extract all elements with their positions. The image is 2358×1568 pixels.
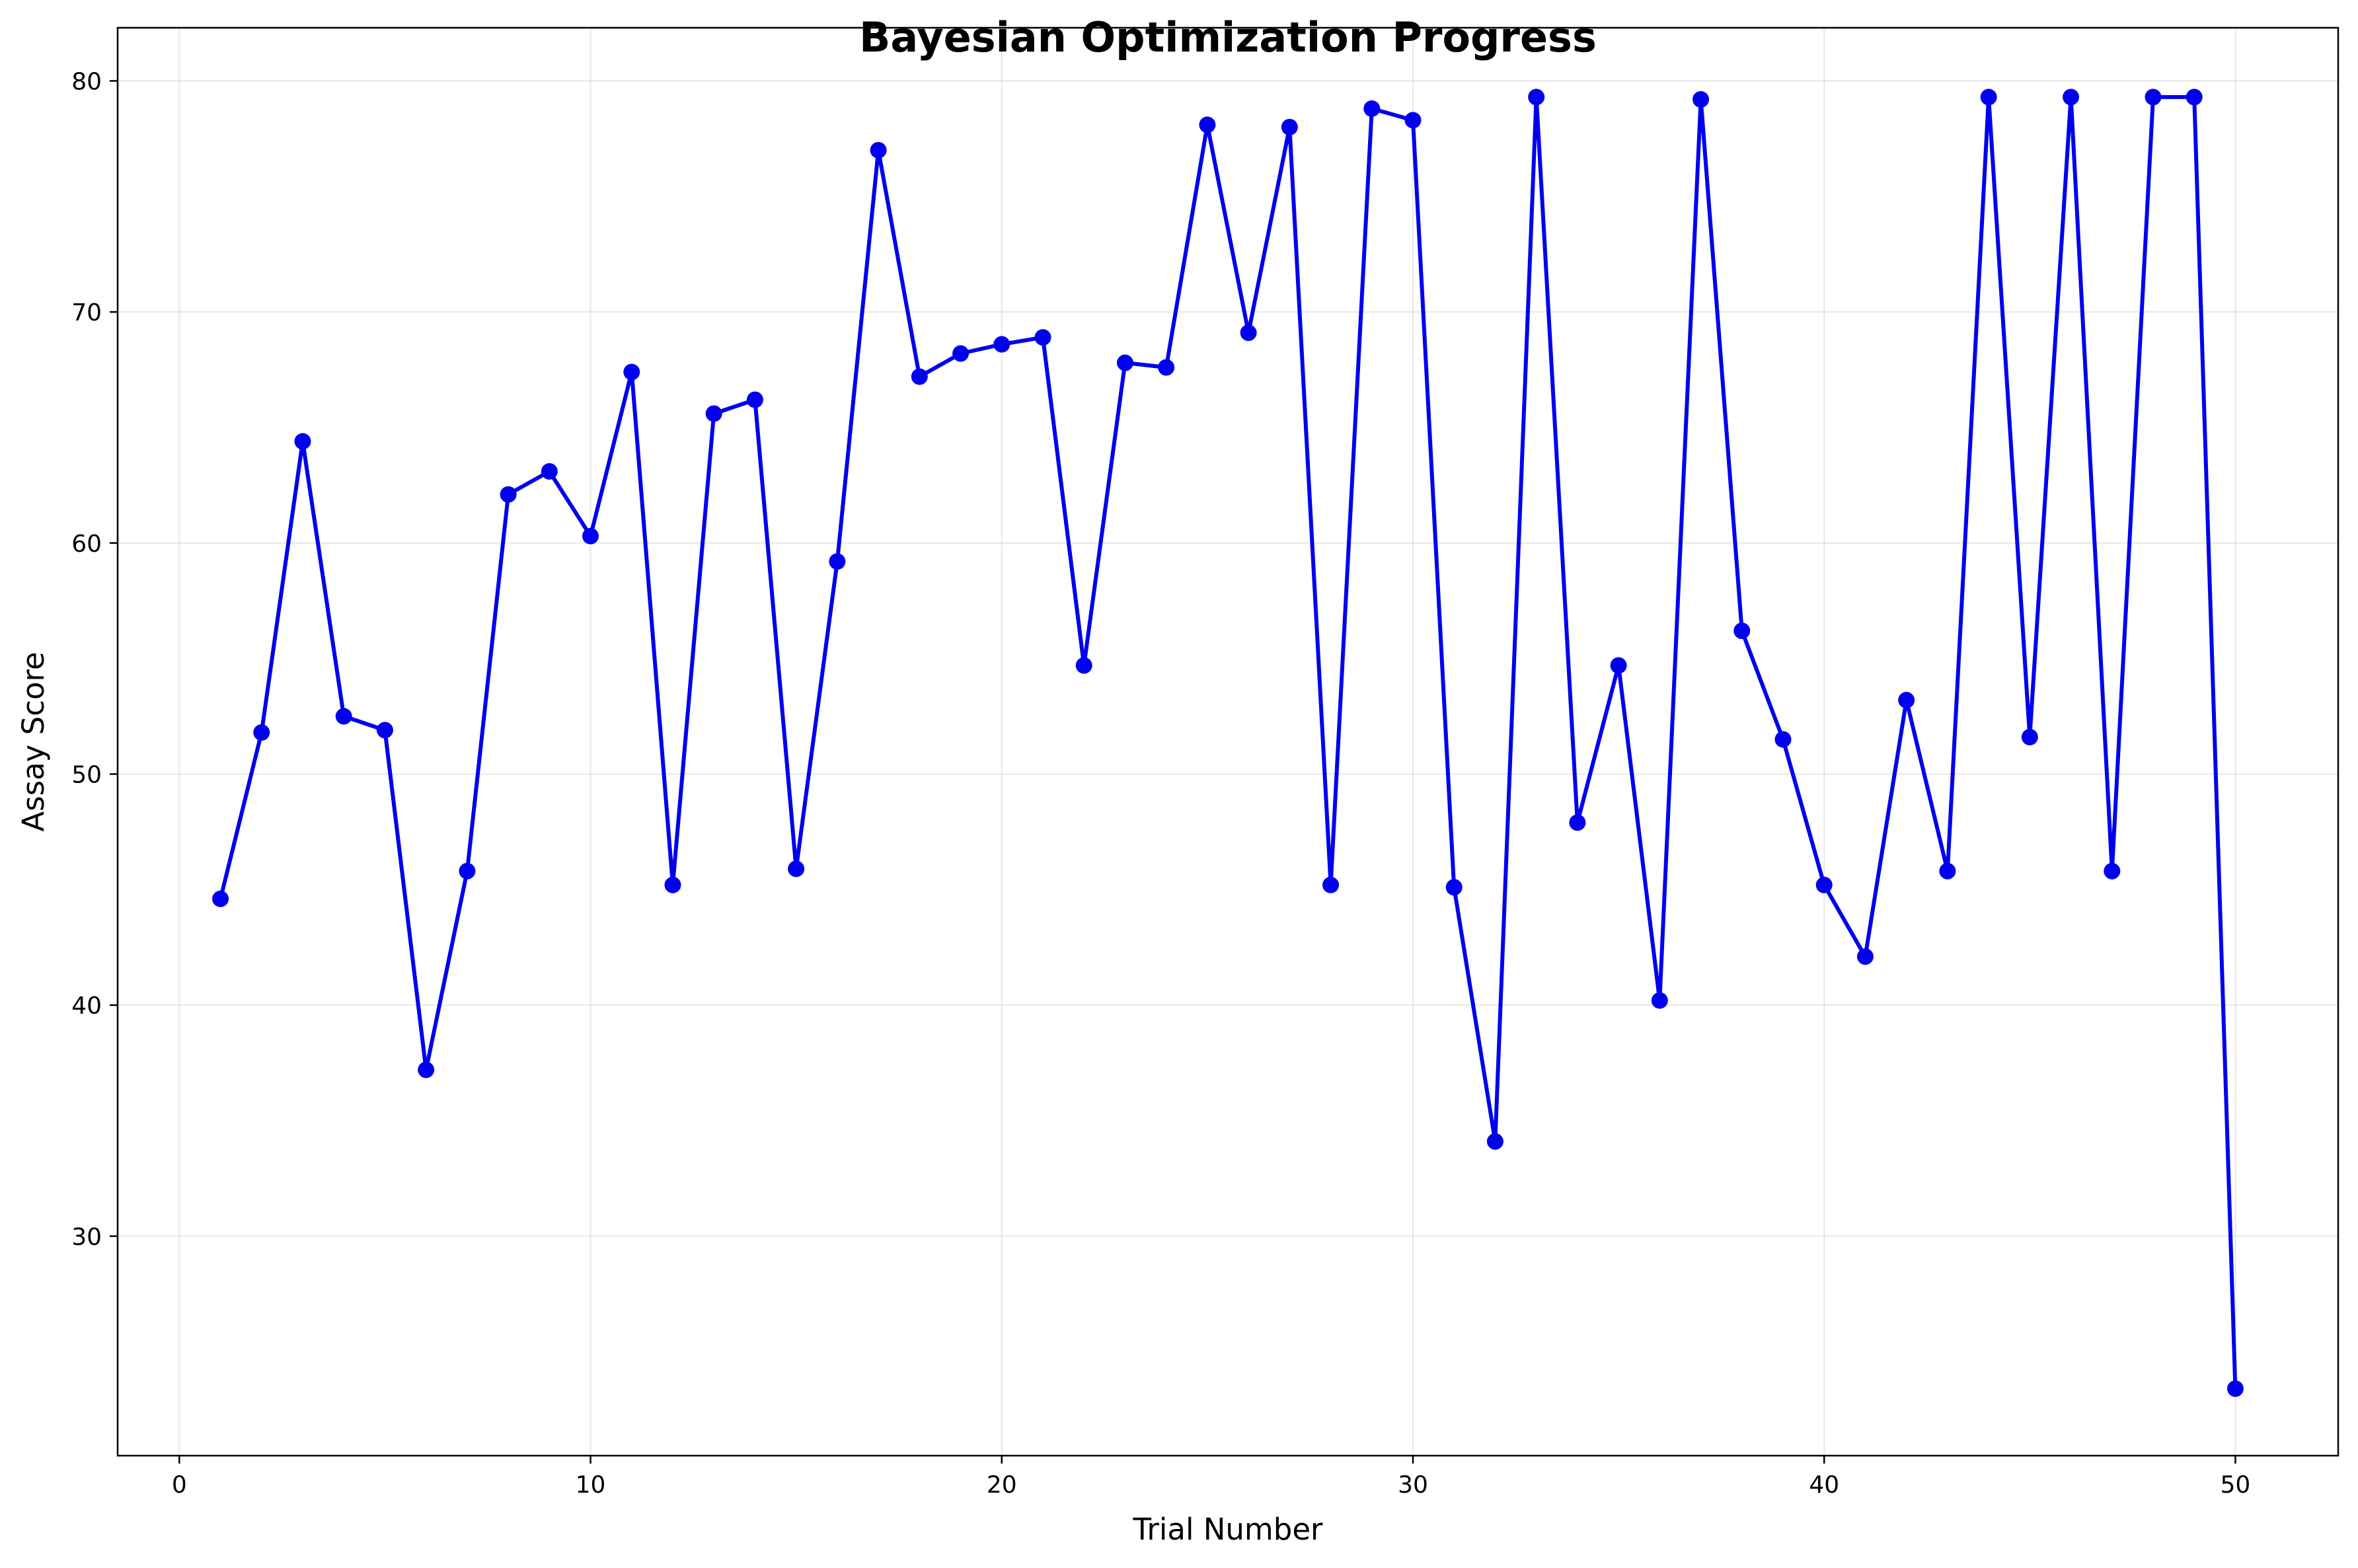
y-axis-label: Assay Score	[16, 652, 51, 831]
data-point	[788, 860, 805, 877]
data-point	[2021, 729, 2038, 746]
data-point	[1733, 622, 1751, 640]
y-tick-label: 80	[71, 68, 102, 95]
data-point	[1445, 879, 1463, 896]
data-point	[1528, 89, 1545, 106]
data-point	[253, 724, 270, 741]
data-point	[1774, 731, 1792, 748]
x-tick-label: 50	[2221, 1472, 2251, 1499]
data-point	[1815, 876, 1833, 893]
data-point	[1486, 1133, 1503, 1150]
chart-title: Bayesian Optimization Progress	[859, 13, 1597, 61]
data-point	[1569, 814, 1586, 831]
x-axis-label: Trial Number	[1132, 1512, 1323, 1547]
data-point	[212, 890, 229, 907]
data-point	[829, 553, 846, 570]
data-point	[911, 368, 928, 385]
x-tick-label: 20	[987, 1472, 1017, 1499]
data-point	[418, 1061, 435, 1078]
plot-frame	[116, 26, 2339, 1457]
data-point	[1856, 948, 1874, 965]
y-tick-label: 60	[71, 531, 102, 558]
series-line	[218, 94, 2238, 1389]
y-tick-label: 70	[71, 299, 102, 326]
data-point	[1034, 329, 1051, 346]
data-point	[1980, 89, 1997, 106]
data-point	[294, 433, 311, 450]
data-point	[1075, 657, 1092, 674]
data-point	[2145, 89, 2162, 106]
data-point	[870, 141, 887, 159]
data-point	[2104, 862, 2121, 879]
data-point	[1939, 862, 1956, 879]
data-point	[1651, 992, 1668, 1009]
data-point	[2186, 89, 2203, 106]
data-point	[500, 486, 517, 503]
data-point	[1322, 876, 1340, 893]
x-tick-label: 30	[1398, 1472, 1428, 1499]
data-point	[1158, 359, 1175, 376]
data-point	[1116, 354, 1133, 371]
data-point	[746, 391, 763, 408]
y-tick-label: 40	[71, 992, 102, 1020]
data-point	[705, 405, 722, 422]
data-point	[2226, 1380, 2244, 1398]
data-point	[1692, 91, 1710, 108]
data-point	[623, 363, 640, 381]
data-point	[1199, 116, 1216, 133]
x-tick-label: 10	[576, 1472, 606, 1499]
x-tick-label: 0	[172, 1472, 187, 1499]
grid	[118, 28, 2338, 1456]
data-point	[335, 708, 352, 725]
data-point	[376, 722, 393, 739]
series-layer	[212, 89, 2244, 1398]
data-point	[582, 527, 599, 544]
data-point	[1898, 692, 1915, 709]
data-point	[459, 862, 476, 879]
data-point	[541, 463, 558, 480]
y-tick-label: 30	[71, 1224, 102, 1251]
data-point	[993, 336, 1010, 353]
data-point	[1363, 100, 1381, 117]
data-point	[2063, 89, 2080, 106]
data-point	[1404, 112, 1422, 129]
axis-ticks: 0 10 20 30 40 50 30 40 50 60 70 80	[71, 68, 2250, 1499]
data-point	[1610, 657, 1627, 674]
x-tick-label: 40	[1809, 1472, 1839, 1499]
data-point	[1240, 324, 1257, 342]
data-point	[664, 876, 681, 893]
data-point	[1281, 118, 1298, 135]
y-tick-label: 50	[71, 761, 102, 788]
data-point	[952, 345, 970, 362]
